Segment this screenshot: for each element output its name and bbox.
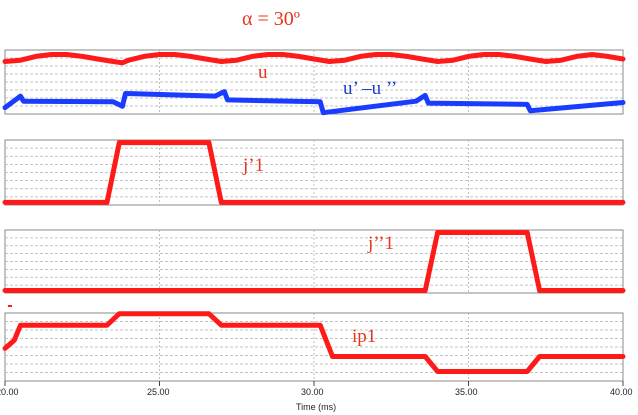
x-axis-label: Time (ms): [296, 402, 337, 412]
x-tick-label: 40.00: [610, 387, 633, 397]
series-line-j’1: [2, 140, 626, 205]
x-tick-label: 20.00: [0, 387, 19, 397]
label-ip1: ip1: [352, 326, 377, 347]
label-u-diff: u’ –u ’’: [343, 78, 398, 99]
x-tick-label: 25.00: [147, 387, 170, 397]
label-j2: j’’1: [368, 233, 395, 254]
series-line-u’ –u ’’: [2, 89, 626, 116]
x-tick-label: 30.00: [301, 387, 324, 397]
series-line-ip1: [2, 311, 626, 374]
chart-title: α = 30º: [242, 8, 300, 30]
x-tick-label: 35.00: [455, 387, 478, 397]
label-j1: j’1: [243, 155, 265, 176]
label-u: u: [258, 62, 268, 83]
series-line-j’’1: [2, 230, 626, 293]
series-line-u: [2, 52, 626, 66]
